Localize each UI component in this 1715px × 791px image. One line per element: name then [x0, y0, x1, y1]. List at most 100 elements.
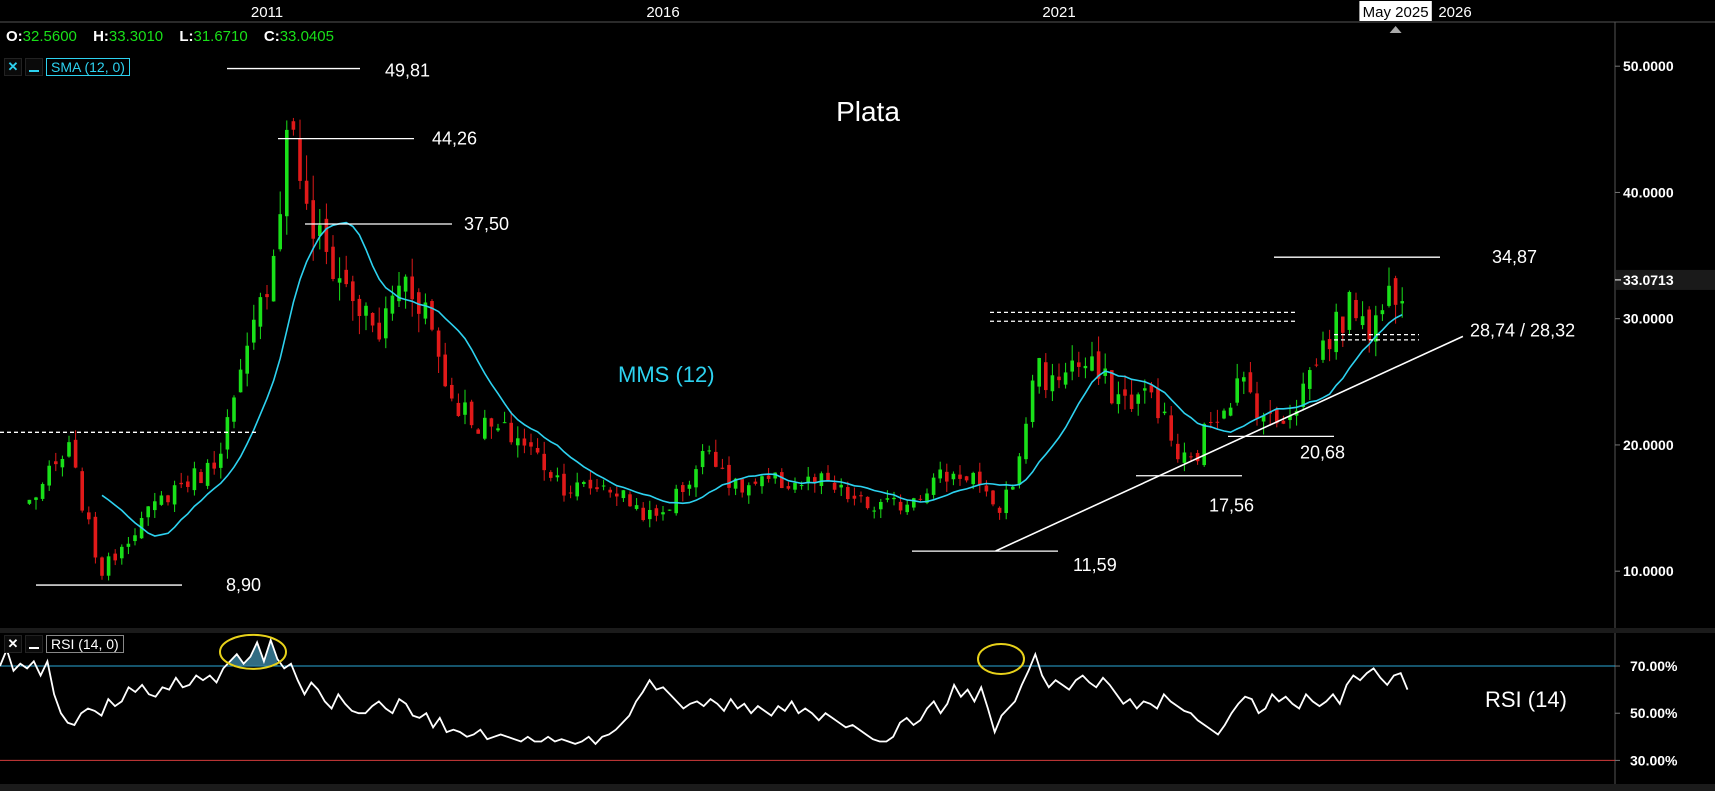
close-icon[interactable]: ✕	[4, 58, 22, 76]
chart-title: Plata	[836, 96, 900, 127]
candle-body	[786, 486, 791, 489]
candle-body	[839, 484, 843, 488]
cursor-marker-icon	[1389, 26, 1402, 33]
candle-body	[978, 471, 982, 485]
candle-body	[337, 278, 342, 283]
candle-body	[476, 429, 480, 434]
candle-body	[278, 214, 282, 250]
candle-body	[34, 497, 38, 500]
candle-body	[311, 200, 315, 239]
candle-body	[298, 138, 302, 181]
candle-body	[1314, 364, 1319, 366]
open-label: O:	[6, 28, 23, 45]
sma-indicator-label[interactable]: SMA (12, 0)	[46, 58, 130, 76]
candle-body	[720, 467, 725, 469]
close-icon[interactable]: ✕	[4, 635, 22, 653]
time-tick-label: May 2025	[1363, 4, 1429, 21]
candle-body	[1123, 389, 1127, 396]
candle-body	[714, 451, 718, 467]
candle-body	[997, 507, 1002, 513]
level-label: 20,68	[1300, 442, 1345, 462]
candle-body	[126, 543, 131, 547]
candle-body	[813, 477, 817, 483]
rsi-tick-label: 30.00%	[1630, 752, 1678, 768]
candle-body	[456, 402, 461, 416]
candle-body	[793, 482, 797, 490]
candle-body	[773, 472, 777, 479]
candle-body	[27, 499, 32, 504]
candle-body	[1334, 311, 1338, 353]
candle-body	[555, 475, 560, 478]
candle-body	[285, 129, 289, 217]
candle-body	[1202, 423, 1206, 466]
candle-body	[291, 121, 296, 130]
candle-body	[1037, 358, 1041, 387]
candle-body	[430, 301, 434, 330]
candle-body	[93, 516, 98, 558]
candle-body	[641, 507, 645, 521]
level-label: 49,81	[385, 61, 430, 81]
candle-body	[700, 450, 705, 468]
last-price-label: 33.0713	[1623, 272, 1674, 288]
candle-body	[469, 401, 474, 426]
candle-body	[654, 508, 659, 516]
candle-body	[489, 418, 494, 427]
level-label: 34,87	[1492, 247, 1537, 267]
candle-body	[1011, 486, 1015, 490]
candle-body	[225, 417, 230, 450]
candle-body	[133, 535, 137, 542]
candle-body	[390, 295, 395, 314]
candle-body	[832, 482, 837, 490]
candle-body	[238, 369, 243, 393]
candle-body	[1393, 278, 1398, 305]
candle-body	[219, 453, 223, 468]
candle-body	[984, 485, 989, 492]
minimize-icon[interactable]	[25, 58, 43, 76]
candle-body	[331, 246, 335, 279]
rsi-line	[0, 637, 1409, 746]
candle-body	[212, 462, 216, 469]
candle-body	[120, 546, 124, 559]
candle-body	[727, 464, 731, 488]
candle-body	[1308, 370, 1312, 389]
candle-body	[410, 276, 414, 300]
candle-body	[1176, 443, 1180, 460]
rsi-indicator-tag: ✕ RSI (14, 0)	[4, 635, 124, 653]
candle-body	[483, 417, 487, 439]
candle-body	[1116, 394, 1121, 405]
close-label: C:	[263, 28, 280, 45]
candle-body	[377, 322, 381, 340]
minimize-icon[interactable]	[25, 635, 43, 653]
highlight-ellipse	[219, 633, 287, 670]
candle-body	[535, 448, 540, 453]
candle-body	[1070, 360, 1074, 372]
candle-body	[865, 496, 870, 509]
candle-body	[1044, 362, 1048, 391]
candle-body	[166, 495, 170, 503]
candle-body	[1301, 383, 1305, 407]
candle-body	[1380, 310, 1385, 315]
candle-body	[502, 422, 507, 424]
candles	[27, 117, 1404, 581]
rsi-overbought-fill	[230, 640, 278, 667]
candle-body	[1347, 292, 1352, 330]
candle-body	[179, 482, 183, 485]
bottom-scrollbar	[0, 784, 1715, 791]
candle-body	[318, 225, 322, 236]
candle-body	[324, 218, 329, 252]
candle-body	[931, 477, 936, 495]
candle-body	[971, 472, 975, 485]
candle-body	[1103, 368, 1107, 376]
candle-body	[1360, 316, 1365, 326]
rsi-indicator-label[interactable]: RSI (14, 0)	[46, 635, 124, 653]
candle-body	[905, 504, 909, 513]
candle-body	[403, 276, 408, 292]
candle-body	[648, 509, 652, 520]
candle-body	[628, 494, 632, 507]
level-label: 37,50	[464, 214, 509, 234]
candle-body	[172, 485, 177, 505]
time-tick-label: 2026	[1438, 4, 1471, 21]
candle-body	[991, 490, 995, 505]
candle-body	[549, 472, 553, 478]
